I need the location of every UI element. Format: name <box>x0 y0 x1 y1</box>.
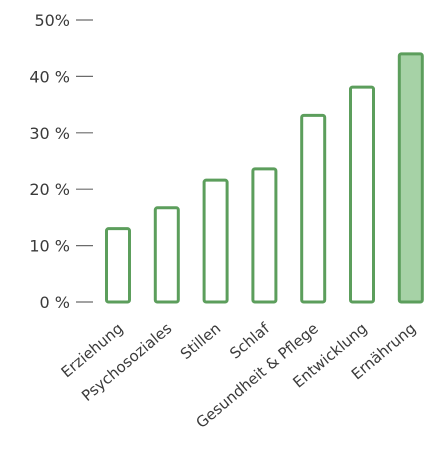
y-tick-label: 10 % <box>29 237 70 256</box>
bar-gesundheit-pflege <box>300 113 327 304</box>
y-tick-label: 50% <box>34 11 70 30</box>
y-tick-label: 0 % <box>40 293 70 312</box>
y-tick-label: 20 % <box>29 180 70 199</box>
y-tick-label: 30 % <box>29 124 70 143</box>
bar-ernährung <box>397 52 424 304</box>
y-axis: 0 % 10 % 20 % 30 % 40 % 50% <box>29 11 93 312</box>
bar-stillen <box>202 178 229 304</box>
bar-erziehung <box>105 227 131 304</box>
y-tick-label: 40 % <box>29 67 70 86</box>
bar-schlaf <box>251 167 278 304</box>
x-category-label: Psychosoziales <box>78 319 175 405</box>
bar-entwicklung <box>349 85 375 304</box>
bar-psychosoziales <box>153 206 180 304</box>
x-category-label: Stillen <box>177 319 224 363</box>
bars <box>105 52 424 304</box>
